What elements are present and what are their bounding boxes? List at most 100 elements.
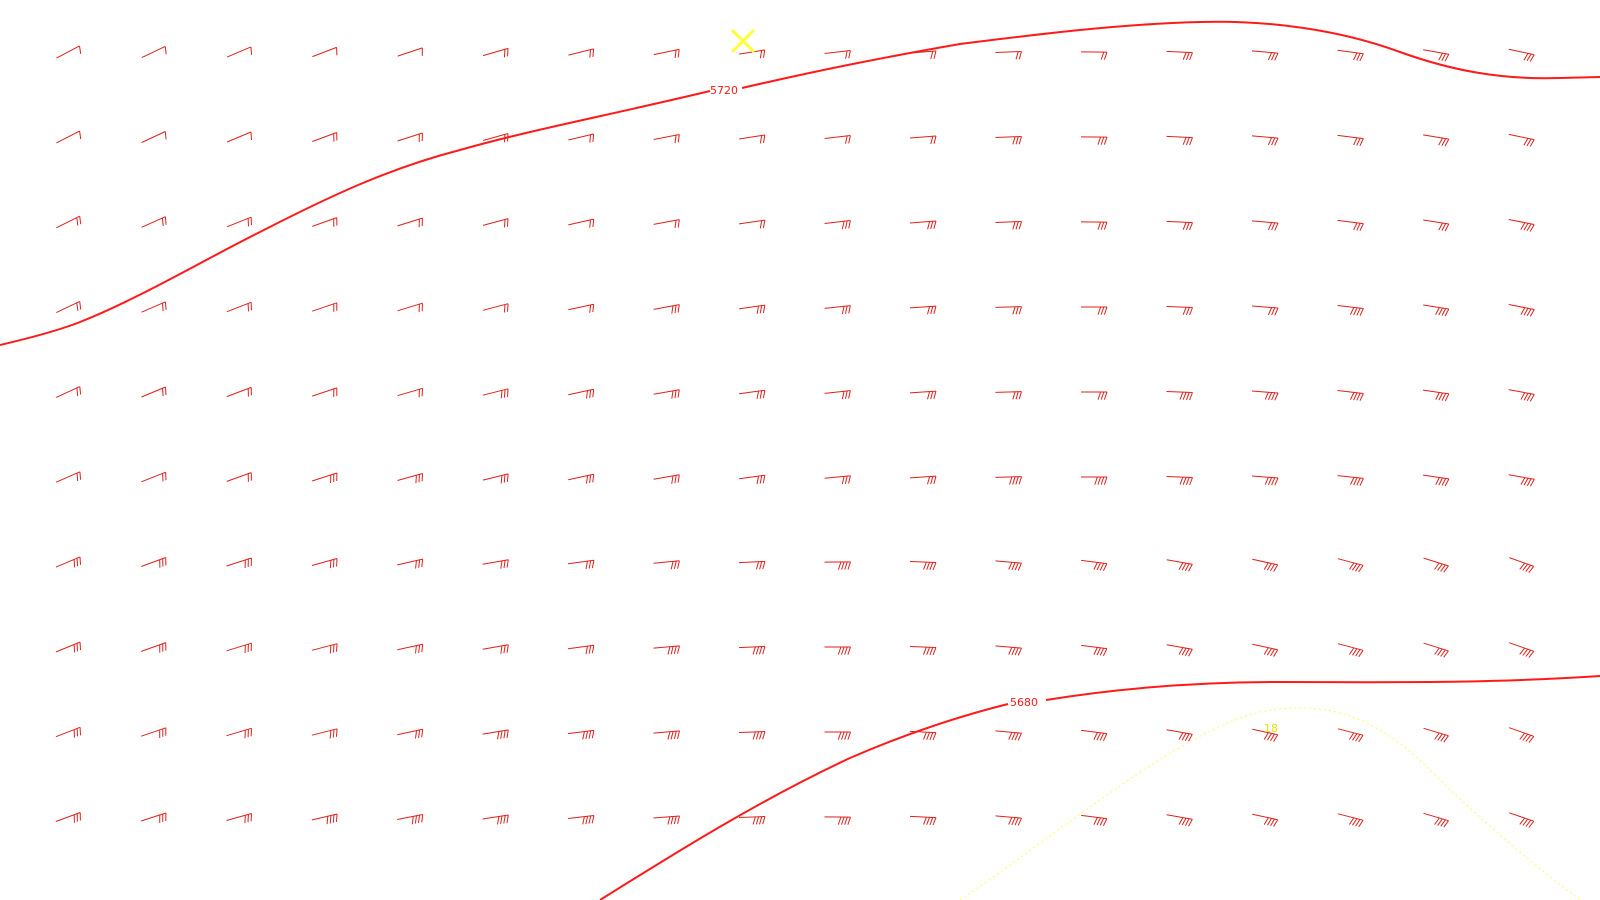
wind-barb (55, 556, 81, 568)
wind-barb (226, 472, 252, 482)
wind-barb-field (55, 45, 1535, 828)
wind-barb (824, 390, 851, 400)
wind-barb (1337, 475, 1364, 486)
wind-barb (824, 646, 851, 655)
wind-barb (1252, 728, 1279, 742)
wind-barb (738, 816, 766, 825)
wind-barb (1166, 559, 1193, 572)
wind-barb (653, 134, 680, 144)
wind-barb (1337, 305, 1364, 316)
wind-barb (1251, 475, 1279, 486)
wind-barb (824, 135, 851, 144)
contour-label-5720: 5720 (710, 84, 738, 97)
wind-barb (1252, 643, 1279, 657)
wind-barb (482, 559, 509, 569)
wind-barb (226, 557, 252, 569)
wind-barb (56, 215, 82, 229)
wind-barb (141, 471, 167, 483)
wind-barb (226, 386, 252, 398)
wind-barb (482, 47, 509, 58)
wind-barb (568, 303, 595, 313)
wind-barb (1423, 474, 1450, 487)
wind-barb (1252, 813, 1279, 827)
wind-barb (397, 132, 423, 143)
wind-barb (1166, 476, 1193, 486)
wind-barb (995, 136, 1022, 145)
wind-barb (1081, 644, 1108, 657)
wind-barb (1508, 474, 1535, 487)
wind-barb (909, 561, 937, 571)
wind-barb (1251, 50, 1279, 61)
x-marker-icon (730, 28, 756, 54)
wind-barb (995, 815, 1022, 826)
wind-barb (909, 220, 937, 230)
wind-barb (1508, 304, 1535, 317)
wind-barb (653, 474, 680, 484)
wind-barb (653, 389, 680, 399)
contour-line-5680 (599, 675, 1600, 900)
wind-barb (397, 814, 424, 825)
wind-barb (824, 475, 851, 485)
wind-barb (56, 300, 82, 314)
wind-barb (909, 646, 937, 656)
wind-barb (226, 131, 252, 143)
wind-barb (1337, 49, 1364, 62)
wind-barb (141, 45, 167, 59)
wind-barb (397, 728, 424, 739)
wind-barb (739, 474, 766, 485)
wind-barb (141, 386, 167, 398)
wind-barb (653, 815, 680, 825)
wind-barb (1251, 305, 1279, 316)
wind-barb (909, 815, 937, 826)
wind-barb (311, 643, 338, 654)
wind-barb (824, 731, 851, 740)
wind-barb (226, 813, 252, 824)
wind-barb (1509, 642, 1535, 658)
wind-barb (1337, 643, 1364, 658)
wind-barb (141, 642, 167, 653)
wind-barb (568, 473, 595, 484)
wind-barb (1508, 219, 1535, 232)
contour-label-5680: 5680 (1010, 696, 1038, 709)
wind-barb (141, 131, 167, 143)
wind-barb (1081, 559, 1108, 572)
wind-barb (1080, 51, 1108, 60)
wind-barb (1252, 558, 1279, 572)
wind-barb (653, 645, 680, 655)
wind-barb (1508, 389, 1535, 402)
wind-barb (568, 559, 595, 570)
wind-barb (1423, 727, 1449, 743)
wind-barb (739, 134, 766, 144)
wind-barb (995, 306, 1022, 315)
wind-barb (1251, 220, 1279, 231)
wind-barb (653, 48, 680, 59)
wind-barb (1509, 727, 1535, 743)
wind-barb (824, 816, 851, 825)
wind-barb (312, 302, 338, 312)
wind-barb (909, 475, 937, 485)
wind-barb (397, 217, 423, 228)
wind-barb (311, 472, 338, 484)
wind-barb (995, 645, 1022, 656)
wind-barb (995, 391, 1022, 400)
wind-barb (311, 558, 338, 569)
wind-barb (995, 476, 1022, 485)
wind-barb (1080, 221, 1108, 230)
wind-barb (1509, 812, 1535, 828)
wind-barb (1423, 134, 1450, 147)
wind-barb (1423, 304, 1450, 317)
wind-barb (739, 389, 766, 399)
wind-barb (397, 387, 423, 398)
wind-barb (55, 471, 82, 483)
wind-barb (1337, 728, 1364, 743)
wind-barb (1337, 219, 1364, 232)
wind-barb (311, 728, 338, 739)
wind-barb (226, 301, 252, 313)
wind-barb (226, 642, 252, 654)
wind-barb (1423, 812, 1449, 828)
wind-barb (312, 217, 338, 227)
wind-barb (1166, 391, 1193, 401)
wind-barb (1423, 389, 1450, 402)
wind-barb (312, 387, 338, 397)
wind-barb (482, 814, 509, 825)
